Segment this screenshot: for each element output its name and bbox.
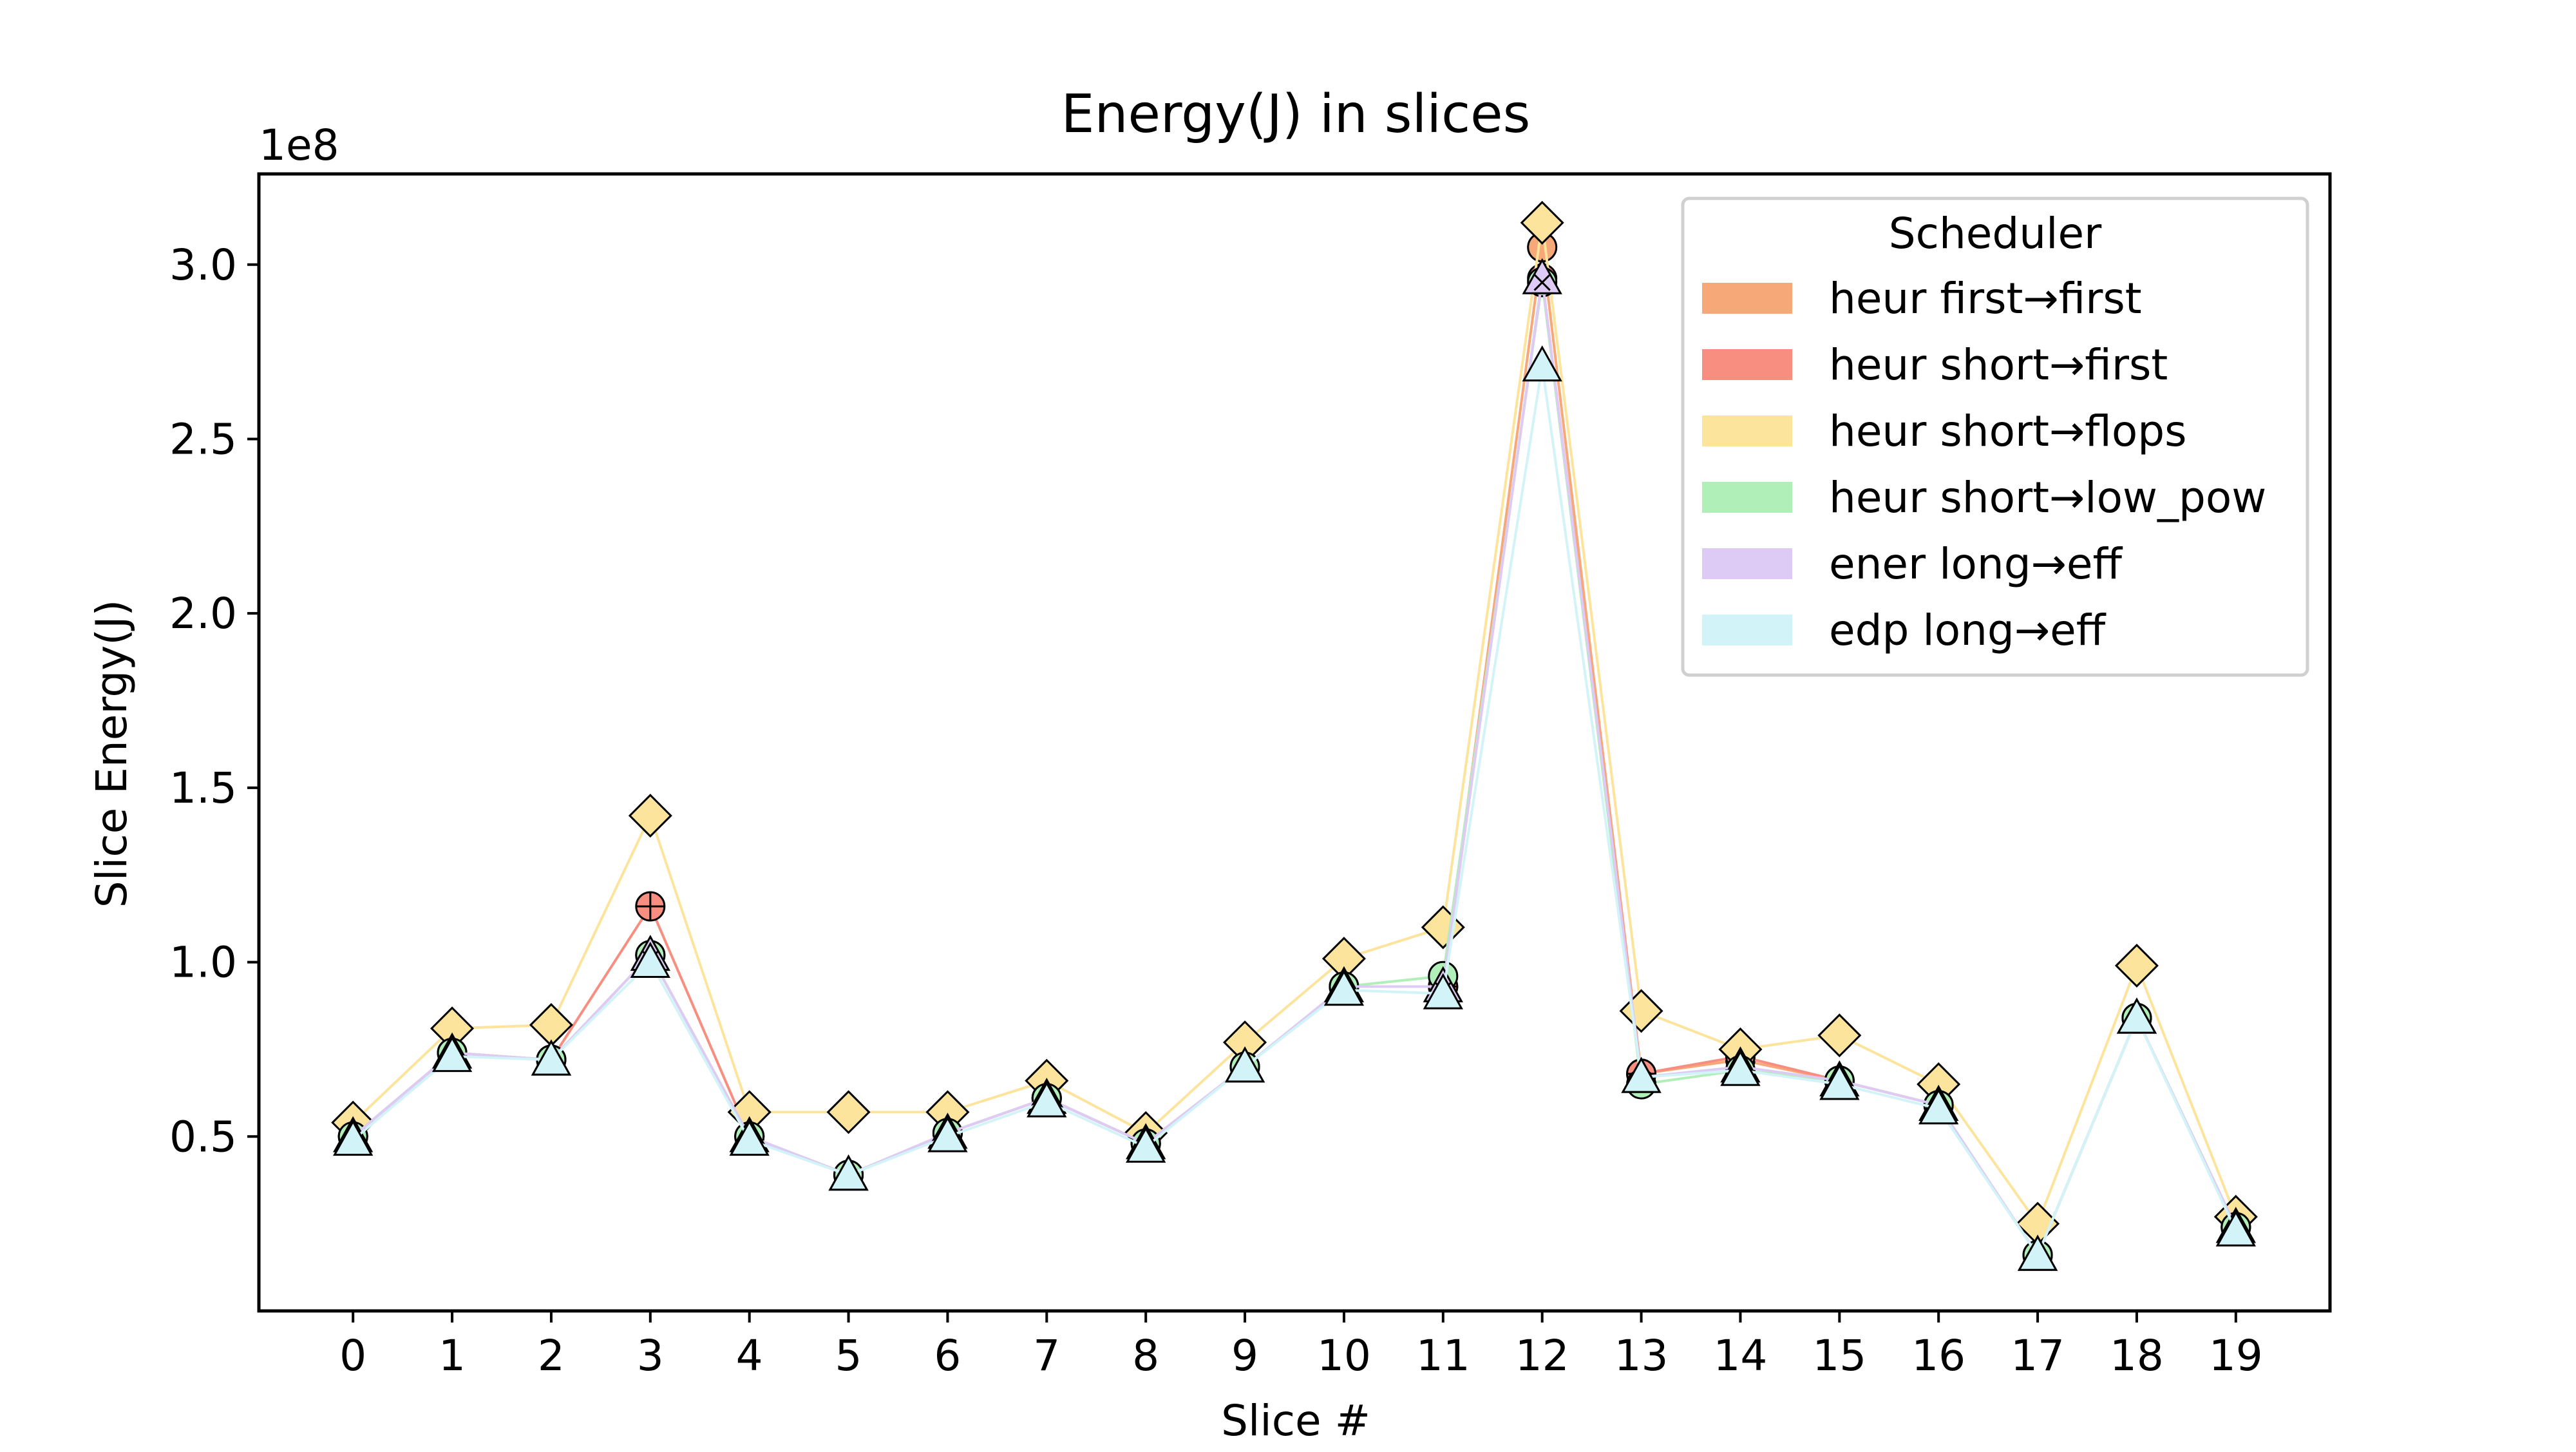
data-series	[331, 200, 2258, 1271]
legend-swatch	[1702, 548, 1792, 579]
data-point	[431, 1036, 473, 1073]
series-group	[333, 345, 2256, 1271]
data-point	[531, 1039, 572, 1076]
data-point	[1522, 258, 1562, 294]
chart-title: Energy(J) in slices	[1061, 84, 1531, 145]
series-line	[352, 365, 2237, 1258]
y-tick-label: 3.0	[169, 240, 237, 290]
y-tick-label: 2.5	[169, 414, 237, 464]
data-point-cross	[1533, 274, 1551, 291]
x-tick-label: 0	[339, 1331, 366, 1380]
data-point	[729, 1120, 770, 1156]
data-point	[1918, 1088, 1959, 1125]
x-tick-label: 4	[736, 1331, 763, 1380]
data-point	[1817, 1013, 1862, 1058]
x-tick-label: 14	[1713, 1331, 1767, 1380]
legend-entry-label: ener long→eff	[1829, 539, 2123, 589]
x-tick-label: 15	[1812, 1331, 1866, 1380]
data-point	[1619, 989, 1663, 1033]
data-point	[1126, 1126, 1166, 1163]
data-point	[826, 1090, 871, 1134]
y-tick-label: 2.0	[169, 589, 237, 638]
data-point	[2116, 997, 2157, 1034]
data-point	[630, 941, 670, 978]
legend-entry-label: heur short→first	[1829, 340, 2168, 390]
legend-swatch	[1702, 283, 1792, 314]
x-tick-label: 7	[1033, 1331, 1060, 1380]
data-point	[927, 1116, 968, 1152]
data-point	[333, 1120, 374, 1156]
legend-entry-label: heur first→first	[1829, 274, 2142, 323]
data-point	[2114, 943, 2159, 988]
y-axis-multiplier: 1e8	[259, 120, 339, 170]
legend-entry-label: heur short→flops	[1829, 406, 2187, 456]
y-tick-label: 1.0	[169, 938, 237, 988]
x-tick-label: 18	[2110, 1331, 2164, 1380]
x-tick-label: 2	[538, 1331, 565, 1380]
x-tick-label: 1	[439, 1331, 466, 1380]
legend-swatch	[1702, 482, 1792, 513]
data-point	[628, 794, 672, 838]
data-point	[2017, 1234, 2058, 1271]
x-tick-label: 13	[1615, 1331, 1669, 1380]
series-line	[352, 222, 2237, 1227]
x-tick-label: 12	[1515, 1331, 1569, 1380]
legend-title: Scheduler	[1889, 209, 2102, 258]
data-point	[1522, 345, 1562, 382]
data-point	[1720, 1049, 1761, 1086]
x-tick-label: 16	[1911, 1331, 1965, 1380]
axes: 0 1 2 3 4 5 6 7 8 9 10 11 12 13 14 15 16 17 18 190.51.01.52…	[169, 172, 2332, 1380]
data-point-cross	[636, 892, 665, 921]
x-tick-label: 19	[2209, 1331, 2263, 1380]
data-point	[1224, 1046, 1265, 1083]
data-point	[1819, 1064, 1860, 1100]
legend-swatch	[1702, 416, 1792, 446]
data-point	[1027, 1081, 1067, 1118]
x-tick-label: 9	[1231, 1331, 1258, 1380]
legend-entry-label: edp long→eff	[1829, 606, 2107, 655]
legend: Scheduler heur first→first heur short→fir…	[1681, 196, 2309, 677]
data-point	[1421, 905, 1465, 950]
series-line	[352, 278, 2237, 1258]
legend-swatch	[1702, 349, 1792, 380]
x-tick-label: 3	[637, 1331, 664, 1380]
x-tick-label: 6	[934, 1331, 961, 1380]
data-point	[1323, 970, 1365, 1006]
y-axis-label: Slice Energy(J)	[87, 600, 137, 908]
x-tick-label: 5	[835, 1331, 862, 1380]
x-tick-label: 11	[1416, 1331, 1470, 1380]
data-point	[828, 1154, 869, 1191]
y-tick-label: 0.5	[169, 1112, 237, 1161]
x-tick-label: 10	[1317, 1331, 1371, 1380]
data-point	[1621, 1056, 1662, 1093]
x-tick-label: 8	[1132, 1331, 1159, 1380]
legend-frame	[1681, 196, 2309, 677]
legend-swatch	[1702, 615, 1792, 645]
legend-entry-label: heur short→low_pow	[1829, 473, 2266, 522]
data-point	[1520, 200, 1564, 245]
x-tick-label: 17	[2011, 1331, 2065, 1380]
y-tick-label: 1.5	[169, 763, 237, 813]
data-point	[1423, 973, 1463, 1009]
data-point	[2215, 1210, 2256, 1247]
plot-frame	[257, 172, 2332, 1313]
x-axis-label: Slice #	[1221, 1396, 1370, 1446]
series-group	[331, 200, 2258, 1246]
